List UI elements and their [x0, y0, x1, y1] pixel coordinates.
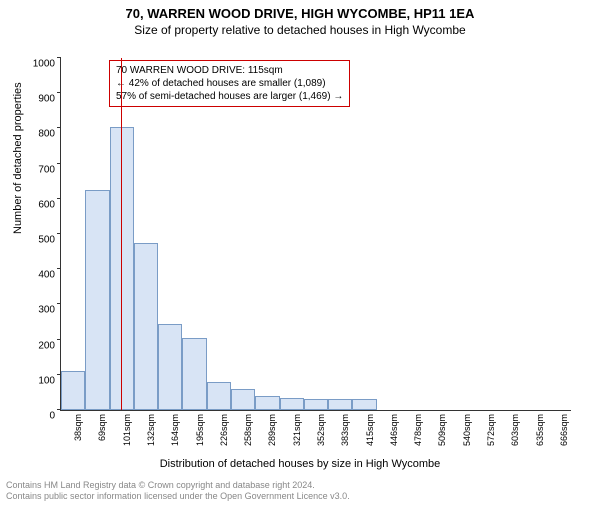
- bar: [352, 399, 376, 410]
- x-tick-label: 132sqm: [146, 414, 156, 452]
- x-axis-label: Distribution of detached houses by size …: [0, 458, 600, 470]
- y-tick-label: 0: [49, 411, 55, 422]
- y-tick-label: 1000: [33, 59, 55, 70]
- y-tick-label: 800: [38, 129, 55, 140]
- reference-line: [121, 58, 122, 410]
- bar: [85, 190, 109, 410]
- y-tick-mark: [57, 233, 61, 234]
- bar: [280, 398, 304, 410]
- info-box: 70 WARREN WOOD DRIVE: 115sqm ← 42% of de…: [109, 60, 350, 107]
- x-tick-label: 226sqm: [219, 414, 229, 452]
- y-tick-mark: [57, 198, 61, 199]
- y-tick-mark: [57, 339, 61, 340]
- footer: Contains HM Land Registry data © Crown c…: [6, 480, 594, 502]
- bar: [61, 371, 85, 410]
- x-tick-label: 509sqm: [437, 414, 447, 452]
- x-tick-label: 289sqm: [267, 414, 277, 452]
- y-tick-label: 200: [38, 340, 55, 351]
- plot-area: 70 WARREN WOOD DRIVE: 115sqm ← 42% of de…: [60, 58, 571, 411]
- footer-line-2: Contains public sector information licen…: [6, 491, 594, 502]
- info-line-2: ← 42% of detached houses are smaller (1,…: [116, 77, 343, 90]
- y-tick-mark: [57, 92, 61, 93]
- info-line-3: 57% of semi-detached houses are larger (…: [116, 90, 343, 103]
- x-tick-label: 258sqm: [243, 414, 253, 452]
- x-tick-label: 603sqm: [510, 414, 520, 452]
- y-tick-mark: [57, 303, 61, 304]
- x-tick-label: 38sqm: [73, 414, 83, 452]
- x-tick-label: 321sqm: [292, 414, 302, 452]
- y-tick-label: 900: [38, 94, 55, 105]
- bar: [110, 127, 134, 410]
- x-tick-label: 383sqm: [340, 414, 350, 452]
- bar: [158, 324, 182, 410]
- info-line-1: 70 WARREN WOOD DRIVE: 115sqm: [116, 64, 343, 77]
- x-tick-label: 415sqm: [365, 414, 375, 452]
- bar: [231, 389, 255, 410]
- y-tick-mark: [57, 57, 61, 58]
- y-tick-label: 600: [38, 199, 55, 210]
- chart-container: 70, WARREN WOOD DRIVE, HIGH WYCOMBE, HP1…: [0, 6, 600, 506]
- y-axis-label: Number of detached properties: [12, 82, 24, 234]
- y-tick-label: 500: [38, 235, 55, 246]
- x-tick-label: 446sqm: [389, 414, 399, 452]
- x-tick-label: 69sqm: [97, 414, 107, 452]
- y-tick-label: 100: [38, 375, 55, 386]
- y-tick-label: 400: [38, 270, 55, 281]
- x-tick-label: 478sqm: [413, 414, 423, 452]
- footer-line-1: Contains HM Land Registry data © Crown c…: [6, 480, 594, 491]
- y-tick-label: 300: [38, 305, 55, 316]
- bar: [328, 399, 352, 410]
- x-tick-label: 666sqm: [559, 414, 569, 452]
- x-tick-label: 635sqm: [535, 414, 545, 452]
- bar: [207, 382, 231, 410]
- title-sub: Size of property relative to detached ho…: [0, 23, 600, 37]
- bar: [255, 396, 279, 410]
- title-main: 70, WARREN WOOD DRIVE, HIGH WYCOMBE, HP1…: [0, 6, 600, 21]
- x-tick-label: 540sqm: [462, 414, 472, 452]
- bar: [134, 243, 158, 410]
- x-tick-label: 352sqm: [316, 414, 326, 452]
- y-tick-mark: [57, 163, 61, 164]
- bar: [182, 338, 206, 410]
- y-tick-label: 700: [38, 164, 55, 175]
- y-tick-mark: [57, 268, 61, 269]
- x-tick-label: 164sqm: [170, 414, 180, 452]
- y-tick-mark: [57, 127, 61, 128]
- bar: [304, 399, 328, 410]
- x-tick-label: 101sqm: [122, 414, 132, 452]
- x-tick-label: 195sqm: [195, 414, 205, 452]
- x-tick-label: 572sqm: [486, 414, 496, 452]
